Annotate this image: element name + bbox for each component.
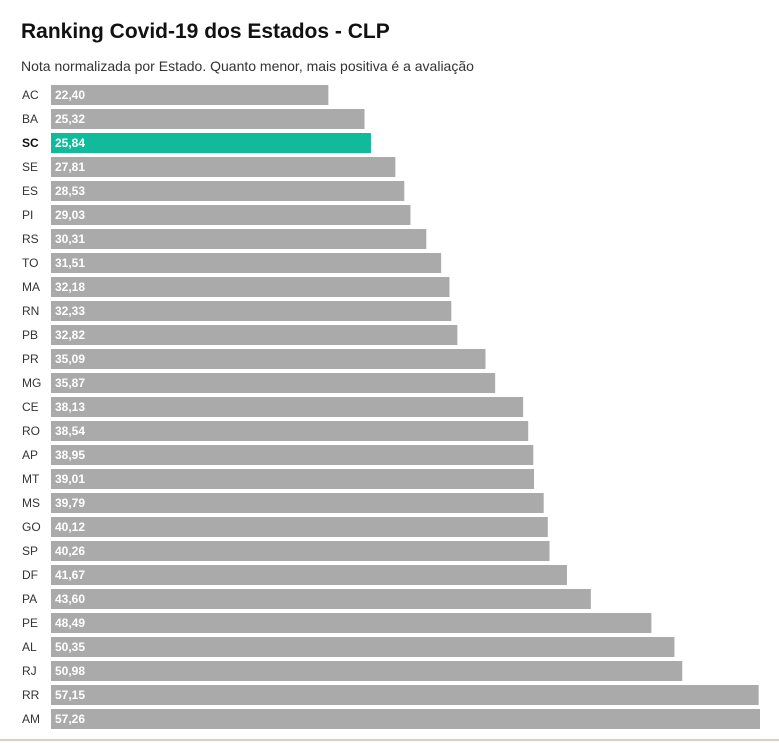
bar-sp xyxy=(51,541,550,561)
category-label-rj: RJ xyxy=(22,664,37,678)
category-label-ce: CE xyxy=(22,400,39,414)
bar-ma xyxy=(51,277,450,297)
bar-ac xyxy=(51,85,329,105)
value-label-pb: 32,82 xyxy=(55,328,85,342)
category-label-df: DF xyxy=(22,568,38,582)
bar-ms xyxy=(51,493,544,513)
category-label-pi: PI xyxy=(22,208,33,222)
bar-pa xyxy=(51,589,591,609)
value-label-ac: 22,40 xyxy=(55,88,85,102)
category-label-mg: MG xyxy=(22,376,41,390)
value-label-am: 57,26 xyxy=(55,712,85,726)
category-label-go: GO xyxy=(22,520,41,534)
value-label-rr: 57,15 xyxy=(55,688,85,702)
bar-mg xyxy=(51,373,496,393)
bar-al xyxy=(51,637,675,657)
category-label-ac: AC xyxy=(22,88,39,102)
bar-pb xyxy=(51,325,458,345)
bar-se xyxy=(51,157,396,177)
category-label-al: AL xyxy=(22,640,37,654)
value-label-pa: 43,60 xyxy=(55,592,85,606)
category-label-ms: MS xyxy=(22,496,40,510)
value-label-ma: 32,18 xyxy=(55,280,85,294)
category-label-am: AM xyxy=(22,712,40,726)
bar-ro xyxy=(51,421,529,441)
value-label-es: 28,53 xyxy=(55,184,85,198)
category-label-es: ES xyxy=(22,184,38,198)
category-label-pe: PE xyxy=(22,616,38,630)
category-label-rr: RR xyxy=(22,688,40,702)
bar-mt xyxy=(51,469,535,489)
category-label-ba: BA xyxy=(22,112,38,126)
category-label-rn: RN xyxy=(22,304,39,318)
bar-go xyxy=(51,517,548,537)
value-label-mt: 39,01 xyxy=(55,472,85,486)
value-label-pi: 29,03 xyxy=(55,208,85,222)
bar-ce xyxy=(51,397,524,417)
category-label-mt: MT xyxy=(22,472,40,486)
value-label-go: 40,12 xyxy=(55,520,85,534)
bar-rs xyxy=(51,229,427,249)
category-label-pb: PB xyxy=(22,328,38,342)
category-label-pr: PR xyxy=(22,352,39,366)
value-label-df: 41,67 xyxy=(55,568,85,582)
value-label-se: 27,81 xyxy=(55,160,85,174)
category-label-ma: MA xyxy=(22,280,40,294)
chart-title: Ranking Covid-19 dos Estados - CLP xyxy=(21,20,390,43)
value-label-to: 31,51 xyxy=(55,256,85,270)
bar-rj xyxy=(51,661,683,681)
category-label-to: TO xyxy=(22,256,38,270)
category-label-se: SE xyxy=(22,160,38,174)
value-label-ba: 25,32 xyxy=(55,112,85,126)
bar-rn xyxy=(51,301,452,321)
value-label-ce: 38,13 xyxy=(55,400,85,414)
category-label-sc: SC xyxy=(22,136,39,150)
value-label-rj: 50,98 xyxy=(55,664,85,678)
bar-ba xyxy=(51,109,365,129)
value-label-sp: 40,26 xyxy=(55,544,85,558)
bar-to xyxy=(51,253,442,273)
category-label-rs: RS xyxy=(22,232,39,246)
chart-subtitle: Nota normalizada por Estado. Quanto meno… xyxy=(21,58,474,74)
value-label-ap: 38,95 xyxy=(55,448,85,462)
bar-pi xyxy=(51,205,411,225)
category-label-ro: RO xyxy=(22,424,40,438)
category-label-pa: PA xyxy=(22,592,37,606)
bar-sc xyxy=(51,133,371,153)
value-label-rn: 32,33 xyxy=(55,304,85,318)
category-label-sp: SP xyxy=(22,544,38,558)
value-label-mg: 35,87 xyxy=(55,376,85,390)
bar-pe xyxy=(51,613,652,633)
value-label-rs: 30,31 xyxy=(55,232,85,246)
bar-df xyxy=(51,565,567,585)
bar-pr xyxy=(51,349,486,369)
value-label-pr: 35,09 xyxy=(55,352,85,366)
bar-es xyxy=(51,181,405,201)
bar-am xyxy=(51,709,760,729)
value-label-ms: 39,79 xyxy=(55,496,85,510)
value-label-al: 50,35 xyxy=(55,640,85,654)
bar-ap xyxy=(51,445,534,465)
value-label-ro: 38,54 xyxy=(55,424,85,438)
value-label-pe: 48,49 xyxy=(55,616,85,630)
category-label-ap: AP xyxy=(22,448,38,462)
bar-rr xyxy=(51,685,759,705)
value-label-sc: 25,84 xyxy=(55,136,85,150)
bottom-divider xyxy=(0,739,779,741)
